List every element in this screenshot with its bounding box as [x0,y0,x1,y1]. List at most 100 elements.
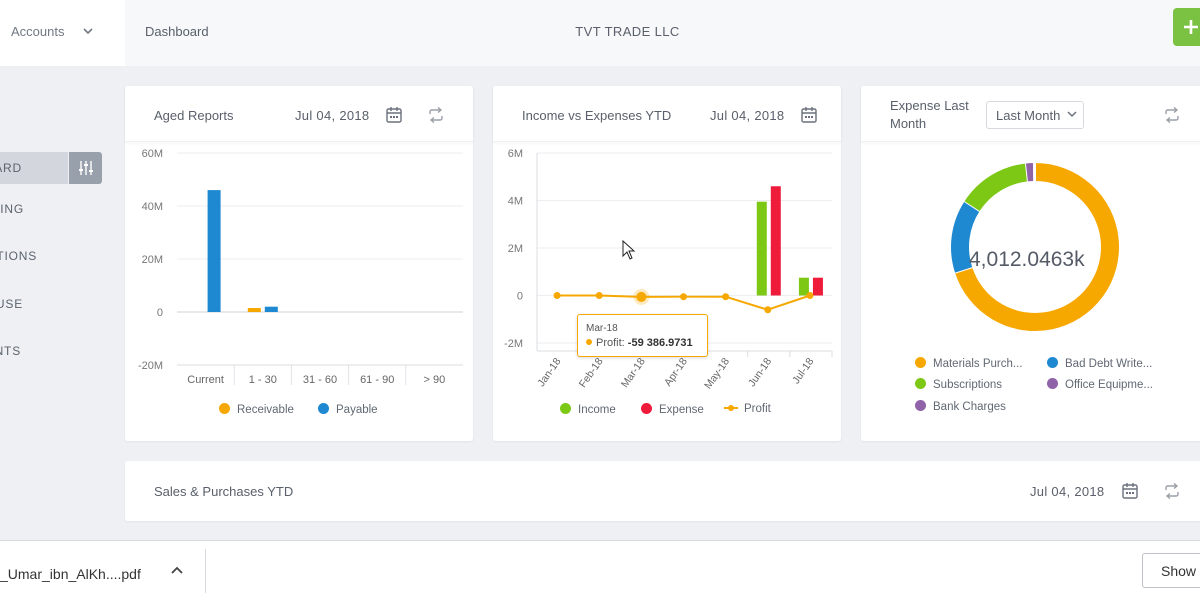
legend-swatch [915,357,926,368]
refresh-icon[interactable] [1163,107,1181,123]
refresh-icon[interactable] [427,107,445,123]
aged-reports-card: Aged Reports Jul 04, 2018 [125,86,473,441]
card-header: Income vs Expenses YTD Jul 04, 2018 [493,86,841,142]
downloads-bar: _Umar_ibn_AlKh....pdf Show [0,540,1200,600]
x-tick-label: Current [187,374,224,386]
card-header: Expense Last Month Last Month [861,86,1200,142]
card-title: Income vs Expenses YTD [522,108,672,123]
legend-swatch [219,403,230,414]
legend-swatch [915,400,926,411]
y-tick-label: 4M [508,196,523,208]
income-expenses-card: Income vs Expenses YTD Jul 04, 2018 [493,86,841,441]
profit-point [764,306,772,314]
plus-icon [1184,20,1198,34]
sidebar-item-clients[interactable]: NTS [0,344,21,358]
tooltip-value: -59 386.9731 [627,337,693,349]
chevron-down-icon [1061,102,1083,128]
aged-reports-chart: 60M 40M 20M 0 -20M Current 1 - 30 31 - 60 61 - 9… [138,148,463,386]
show-all-button[interactable]: Show [1142,553,1200,588]
profit-point [722,293,730,301]
x-tick-label: 1 - 30 [249,374,277,386]
company-name: TVT TRADE LLC [575,24,680,39]
legend-income[interactable]: Income [560,403,616,416]
x-tick-label: Jun-18 [746,356,774,389]
profit-point [595,292,603,299]
tooltip-value-line: Profit: -59 386.9731 [586,337,693,349]
legend-swatch [560,403,571,414]
legend-payable[interactable]: Payable [318,403,378,416]
donut-slice [951,201,980,273]
y-tick-label: -20M [138,360,163,372]
y-tick-label: 2M [508,243,523,255]
sidebar-item-warehouse[interactable]: USE [0,297,23,311]
legend-swatch [724,405,738,411]
expense-donut-chart [951,162,1119,331]
account-label: Accounts [11,24,65,39]
bar-payable [207,190,221,312]
calendar-icon[interactable] [800,106,818,124]
bar-income [756,201,767,296]
legend-swatch [1047,378,1058,389]
y-tick-label: 0 [517,291,523,303]
mouse-cursor-icon [622,240,636,260]
top-bar: Accounts Dashboard TVT TRADE LLC [0,0,1200,66]
legend-bank-charges[interactable]: Bank Charges [915,400,1006,413]
legend-swatch [318,403,329,414]
y-tick-label: 20M [142,254,163,266]
profit-point [680,293,687,301]
divider [205,549,206,593]
x-tick-label: Jan-18 [535,356,563,389]
card-header: Aged Reports Jul 04, 2018 [125,86,473,142]
sidebar-item-transactions[interactable]: TIONS [0,249,37,263]
calendar-icon[interactable] [385,106,403,124]
card-title-line1: Expense Last [890,98,969,113]
card-title-line2: Month [890,116,927,131]
chevron-up-icon[interactable] [170,564,184,576]
donut-slice [955,163,1119,331]
legend-office-equipment[interactable]: Office Equipme... [1047,378,1153,391]
x-tick-label: Feb-18 [577,356,606,390]
legend-swatch [641,403,652,414]
card-date: Jul 04, 2018 [710,108,785,123]
card-title: Sales & Purchases YTD [154,484,294,499]
donut-slice [964,163,1029,212]
legend-bad-debt[interactable]: Bad Debt Write... [1047,357,1152,370]
legend-profit[interactable]: Profit [724,403,771,415]
profit-point [636,291,647,302]
card-title: Aged Reports [154,108,234,123]
legend-materials[interactable]: Materials Purch... [915,357,1022,370]
chart-tooltip: Mar-18 Profit: -59 386.9731 [577,314,708,357]
bar-income [798,277,809,296]
donut-center-total: 4,012.0463k [969,248,1085,271]
legend-subscriptions[interactable]: Subscriptions [915,378,1002,391]
legend-swatch [1047,357,1058,368]
y-tick-label: 0 [157,307,163,319]
profit-point [553,292,561,299]
breadcrumb[interactable]: Dashboard [145,24,209,39]
legend-receivable[interactable]: Receivable [219,403,294,416]
period-dropdown[interactable]: Last Month [986,101,1084,129]
slice-separator [954,266,973,274]
add-button[interactable] [1173,8,1200,46]
x-tick-label: Mar-18 [619,356,648,390]
download-file-name[interactable]: _Umar_ibn_AlKh....pdf [0,566,141,582]
sidebar-active-highlight [0,152,68,184]
bar-expense [812,277,823,296]
bar-expense [770,186,781,296]
slice-separator [964,200,981,212]
legend-expense[interactable]: Expense [641,403,704,416]
sales-purchases-card: Sales & Purchases YTD Jul 04, 2018 [125,461,1200,521]
sidebar-item-reporting[interactable]: TING [0,202,24,216]
profit-point [806,292,814,299]
chevron-down-icon [83,28,93,35]
sidebar-settings-button[interactable] [69,152,102,184]
refresh-icon[interactable] [1163,483,1181,499]
x-tick-label: > 90 [424,374,446,386]
y-tick-label: 40M [142,201,163,213]
sliders-icon [79,161,93,175]
account-selector[interactable]: Accounts [0,0,125,66]
calendar-icon[interactable] [1121,482,1139,500]
bar-payable [264,306,278,312]
sidebar-item-dashboard[interactable]: ARD [0,161,22,175]
y-tick-label: 6M [508,148,523,160]
